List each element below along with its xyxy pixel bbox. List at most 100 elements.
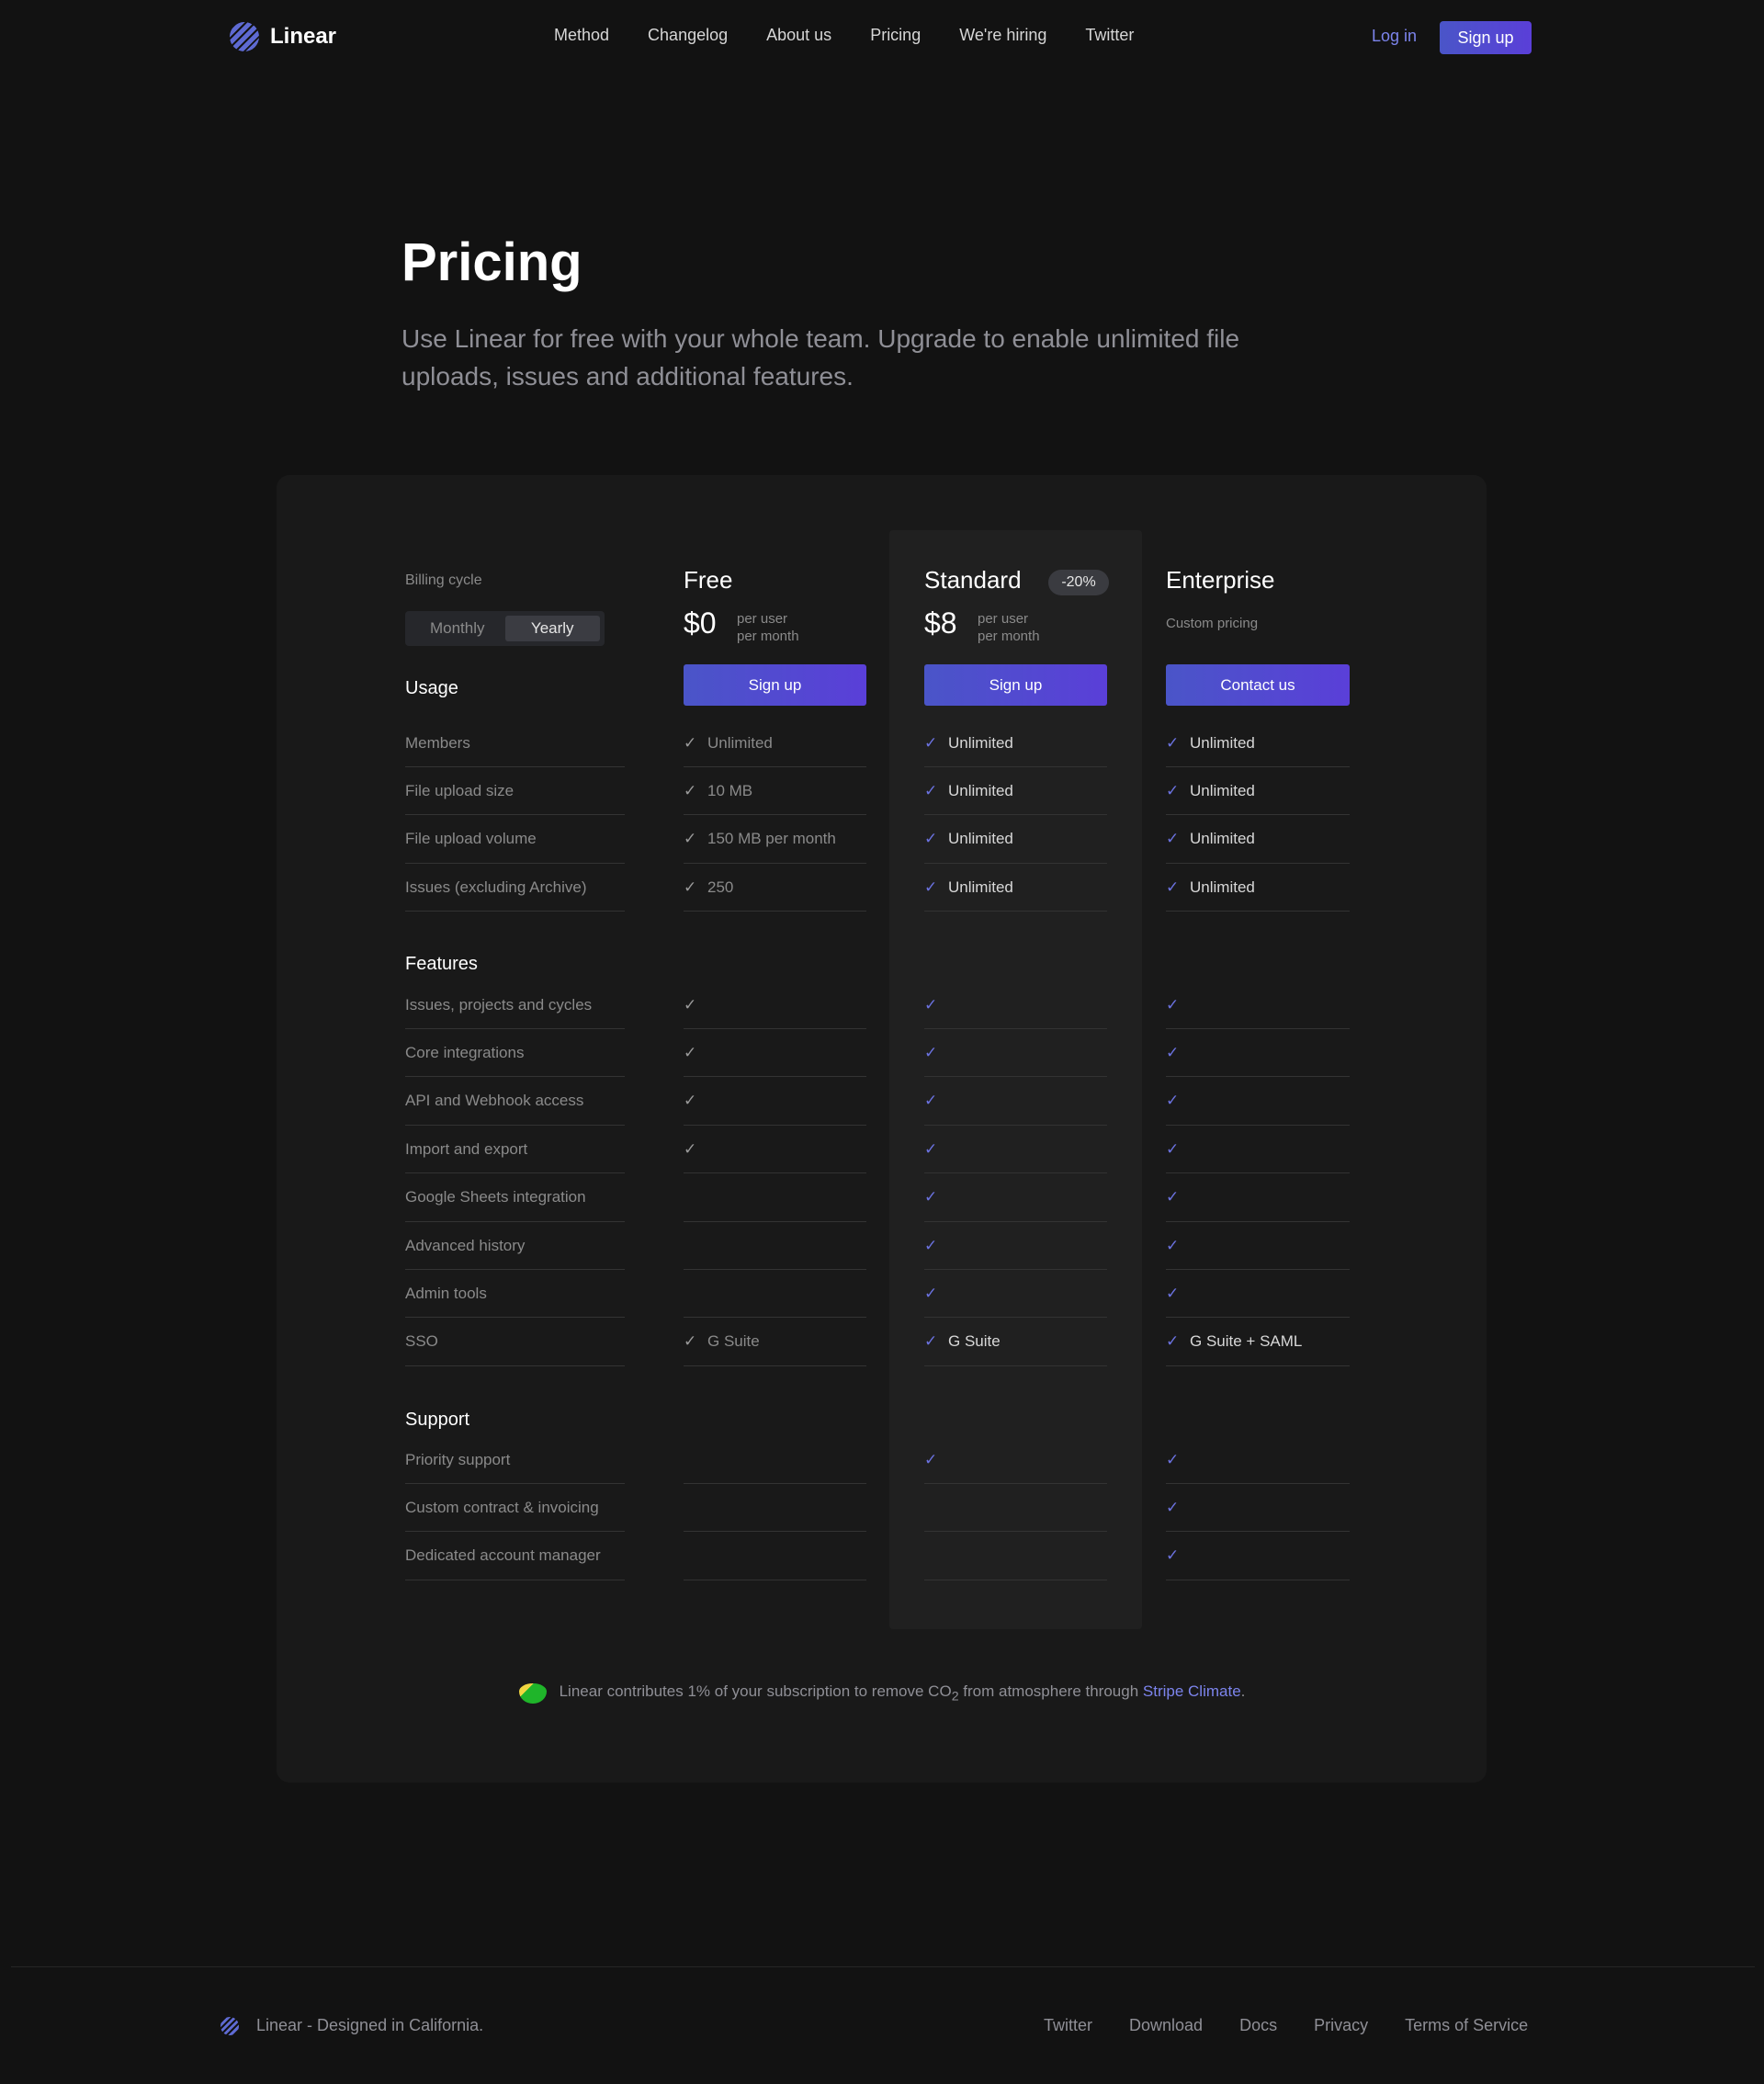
feature-value: ✓ Unlimited [924, 767, 1107, 816]
contact-us-button[interactable]: Contact us [1166, 664, 1350, 706]
feature-value: ✓ Unlimited [1166, 719, 1350, 767]
check-icon: ✓ [924, 733, 938, 752]
value-text: G Suite [948, 1332, 1001, 1351]
check-icon: ✓ [1166, 995, 1180, 1014]
feature-value [684, 1222, 866, 1270]
stripe-climate-link[interactable]: Stripe Climate [1142, 1682, 1241, 1700]
billing-yearly[interactable]: Yearly [504, 616, 600, 641]
check-icon: ✓ [1166, 1139, 1180, 1158]
check-icon: ✓ [1166, 1284, 1180, 1302]
feature-value: ✓ G Suite + SAML [1166, 1319, 1350, 1366]
footer-tagline: Linear - Designed in California. [256, 2016, 484, 2034]
page-title: Pricing [401, 232, 582, 292]
value-text: Unlimited [1190, 733, 1255, 752]
feature-label: Members [405, 719, 625, 767]
check-icon: ✓ [1166, 781, 1180, 799]
plan-free-price: $0 [684, 606, 717, 640]
check-icon: ✓ [1166, 830, 1180, 848]
billing-monthly[interactable]: Monthly [429, 619, 485, 637]
climate-note: Linear contributes 1% of your subscripti… [0, 1682, 1764, 1704]
value-text: 10 MB [707, 781, 753, 799]
check-icon: ✓ [924, 781, 938, 799]
leaf-icon [518, 1682, 547, 1704]
free-signup-button[interactable]: Sign up [684, 664, 866, 706]
feature-label: File upload volume [405, 816, 625, 864]
check-icon: ✓ [684, 878, 697, 896]
footer-links: Twitter Download Docs Privacy Terms of S… [1044, 2016, 1528, 2035]
section-heading: Usage [405, 678, 458, 698]
check-icon: ✓ [684, 1092, 697, 1110]
linear-logo-icon [230, 22, 259, 51]
period-line: per user [978, 611, 1029, 627]
brand-name: Linear [270, 24, 337, 49]
billing-toggle[interactable]: Monthly Yearly [405, 611, 605, 646]
feature-value: ✓ [1166, 1029, 1350, 1078]
nav-twitter[interactable]: Twitter [1085, 26, 1135, 44]
check-icon: ✓ [684, 1043, 697, 1061]
feature-label: Import and export [405, 1126, 625, 1174]
feature-value: ✓ [924, 1270, 1107, 1319]
signup-button[interactable]: Sign up [1440, 21, 1532, 54]
feature-label: Issues (excluding Archive) [405, 864, 625, 912]
feature-label: Priority support [405, 1436, 625, 1484]
footer-download[interactable]: Download [1129, 2016, 1204, 2034]
feature-label: Custom contract & invoicing [405, 1484, 625, 1533]
standard-highlight [889, 530, 1142, 1629]
feature-value: ✓ Unlimited [684, 719, 866, 767]
feature-value: ✓ [1166, 1222, 1350, 1270]
footer-divider [11, 1966, 1755, 1967]
value-text: Unlimited [1190, 781, 1255, 799]
footer-privacy[interactable]: Privacy [1314, 2016, 1369, 2034]
footer-twitter[interactable]: Twitter [1044, 2016, 1093, 2034]
feature-value: ✓ [924, 1174, 1107, 1222]
feature-value: ✓ Unlimited [924, 719, 1107, 767]
check-icon: ✓ [924, 1236, 938, 1254]
nav-about[interactable]: About us [766, 26, 832, 44]
section-heading: Features [405, 954, 478, 974]
feature-label: File upload size [405, 767, 625, 816]
feature-value: ✓ [1166, 1533, 1350, 1580]
feature-label: Google Sheets integration [405, 1174, 625, 1222]
value-text: Unlimited [1190, 878, 1255, 896]
feature-value: ✓ Unlimited [924, 816, 1107, 864]
feature-value [684, 1484, 866, 1533]
check-icon: ✓ [1166, 1092, 1180, 1110]
value-text: 150 MB per month [707, 830, 836, 848]
feature-value [924, 1533, 1107, 1580]
check-icon: ✓ [924, 1332, 938, 1351]
footer-docs[interactable]: Docs [1239, 2016, 1278, 2034]
feature-value: ✓ [924, 1126, 1107, 1174]
nav-changelog[interactable]: Changelog [648, 26, 729, 44]
login-link[interactable]: Log in [1372, 27, 1418, 45]
check-icon: ✓ [924, 1092, 938, 1110]
feature-value [924, 1484, 1107, 1533]
check-icon: ✓ [1166, 1332, 1180, 1351]
pricing-table: Billing cycle Monthly Yearly Free $0 per… [405, 0, 1351, 2084]
feature-value [684, 1436, 866, 1484]
feature-value: ✓ [924, 1222, 1107, 1270]
check-icon: ✓ [924, 1043, 938, 1061]
standard-signup-button[interactable]: Sign up [924, 664, 1107, 706]
plan-enterprise-name: Enterprise [1166, 566, 1275, 594]
check-icon: ✓ [1166, 1450, 1180, 1468]
brand-logo[interactable]: Linear [230, 22, 336, 51]
discount-badge: -20% [1048, 570, 1109, 595]
value-text: G Suite [707, 1332, 760, 1351]
nav-pricing[interactable]: Pricing [870, 26, 922, 44]
footer-terms[interactable]: Terms of Service [1405, 2016, 1529, 2034]
feature-label: Issues, projects and cycles [405, 981, 625, 1029]
value-text: G Suite + SAML [1190, 1332, 1303, 1351]
value-text: Unlimited [948, 781, 1013, 799]
check-icon: ✓ [1166, 733, 1180, 752]
check-icon: ✓ [684, 995, 697, 1014]
nav-hiring[interactable]: We're hiring [959, 26, 1047, 44]
check-icon: ✓ [1166, 1498, 1180, 1516]
nav-method[interactable]: Method [554, 26, 610, 44]
page-subtitle: Use Linear for free with your whole team… [401, 324, 1240, 391]
check-icon: ✓ [924, 1450, 938, 1468]
feature-value [684, 1174, 866, 1222]
feature-label: Core integrations [405, 1029, 625, 1078]
check-icon: ✓ [1166, 1236, 1180, 1254]
billing-label: Billing cycle [405, 572, 482, 588]
check-icon: ✓ [924, 1139, 938, 1158]
